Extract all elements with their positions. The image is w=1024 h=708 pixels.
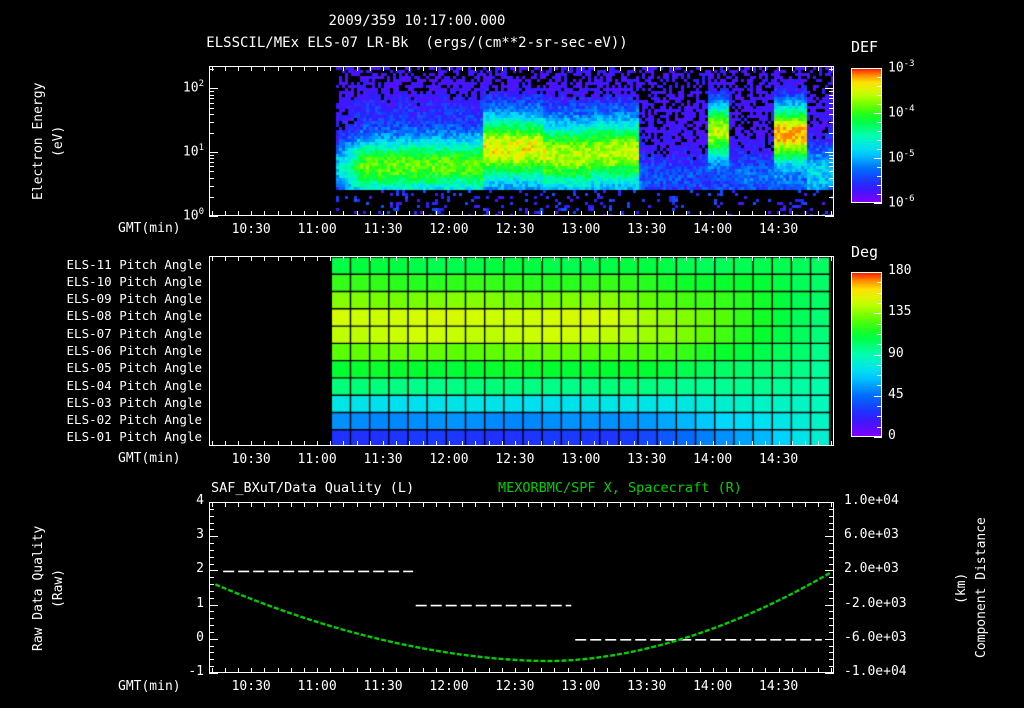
deg-colorbar-title: Deg <box>851 243 879 261</box>
spacecraft-distance-trace <box>214 572 831 663</box>
data-quality-plot[interactable] <box>209 502 834 673</box>
panel2-row-label: ELS-11 Pitch Angle <box>66 256 202 272</box>
panel3-title-right: MEXORBMC/SPF X, Spacecraft (R) <box>498 480 742 496</box>
panel2-row-label: ELS-04 Pitch Angle <box>66 377 202 393</box>
panel2-row-label: ELS-10 Pitch Angle <box>66 273 202 289</box>
def-colorbar <box>851 68 882 203</box>
panel3-ylabel-right-line2: (km) <box>954 572 969 604</box>
panel2-row-label: ELS-09 Pitch Angle <box>66 291 202 307</box>
panel3-title-left: SAF_BXuT/Data Quality (L) <box>211 480 415 496</box>
def-colorbar-title: DEF <box>851 38 879 56</box>
electron-energy-spectrogram-plot[interactable] <box>209 66 834 216</box>
panel2-row-label: ELS-08 Pitch Angle <box>66 308 202 324</box>
panel2-xlabel: GMT(min) <box>118 451 181 466</box>
panel3-traces <box>214 570 831 663</box>
panel3-ylabel-left-line1: Raw Data Quality <box>31 525 46 651</box>
panel1-ylabel-line1: Electron Energy <box>31 82 46 200</box>
panel2-row-label: ELS-05 Pitch Angle <box>66 360 202 376</box>
pitch-angle-plot[interactable] <box>209 256 834 446</box>
page-subtitle: ELSSCIL/MEx ELS-07 LR-Bk (ergs/(cm**2-sr… <box>206 35 628 51</box>
panel1-xlabel: GMT(min) <box>118 221 181 236</box>
page-title-timestamp: 2009/359 10:17:00.000 <box>328 13 506 29</box>
panel3-xlabel: GMT(min) <box>118 679 181 694</box>
panel3-ylabel-left-line2: (Raw) <box>51 568 66 608</box>
panel1-ylabel-line2: (eV) <box>51 125 66 157</box>
panel2-row-label: ELS-01 Pitch Angle <box>66 429 202 445</box>
panel2-row-label: ELS-07 Pitch Angle <box>66 325 202 341</box>
panel3-ylabel-right-line1: Component Distance <box>974 517 989 659</box>
panel2-row-label: ELS-03 Pitch Angle <box>66 394 202 410</box>
panel2-row-label: ELS-02 Pitch Angle <box>66 412 202 428</box>
panel2-row-label: ELS-06 Pitch Angle <box>66 343 202 358</box>
